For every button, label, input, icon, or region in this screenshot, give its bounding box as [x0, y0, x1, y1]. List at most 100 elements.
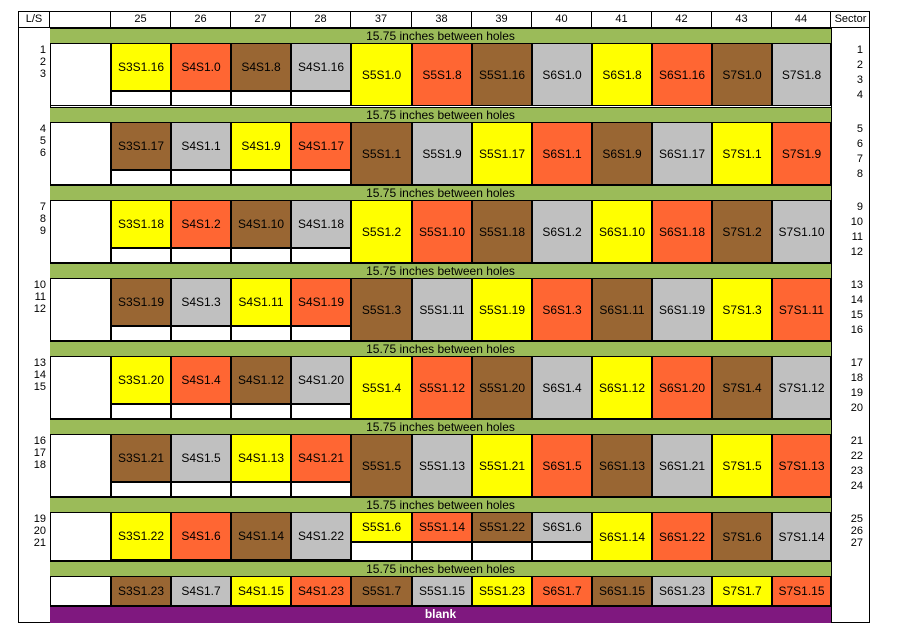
- hole-cell[interactable]: S7S1.14: [772, 512, 831, 561]
- hole-cell[interactable]: S6S1.9: [592, 122, 652, 185]
- hole-cell[interactable]: S4S1.3: [171, 278, 231, 326]
- hole-cell[interactable]: S5S1.6: [351, 512, 412, 542]
- hole-cell[interactable]: S6S1.20: [652, 356, 712, 419]
- empty-slot: [171, 326, 231, 341]
- hole-cell[interactable]: S5S1.8: [412, 43, 472, 106]
- hole-cell[interactable]: S6S1.12: [592, 356, 652, 419]
- hole-cell[interactable]: S4S1.12: [231, 356, 291, 404]
- hole-cell[interactable]: S3S1.16: [111, 43, 171, 91]
- hole-cell[interactable]: S5S1.4: [351, 356, 412, 419]
- hole-cell[interactable]: S7S1.7: [712, 576, 772, 606]
- hole-cell[interactable]: S5S1.5: [351, 434, 412, 497]
- hole-cell[interactable]: S7S1.0: [712, 43, 772, 106]
- hole-cell[interactable]: S4S1.11: [231, 278, 291, 326]
- hole-cell[interactable]: S7S1.12: [772, 356, 831, 419]
- hole-cell[interactable]: S4S1.2: [171, 200, 231, 248]
- hole-cell[interactable]: S4S1.19: [291, 278, 351, 326]
- hole-cell[interactable]: S6S1.17: [652, 122, 712, 185]
- hole-cell[interactable]: S7S1.9: [772, 122, 831, 185]
- hole-cell[interactable]: S7S1.2: [712, 200, 772, 263]
- hole-cell[interactable]: S5S1.1: [351, 122, 412, 185]
- hole-cell[interactable]: S7S1.8: [772, 43, 831, 106]
- hole-cell[interactable]: S5S1.21: [472, 434, 532, 497]
- hole-cell[interactable]: S6S1.19: [652, 278, 712, 341]
- hole-cell[interactable]: S3S1.17: [111, 122, 171, 170]
- hole-cell[interactable]: S6S1.8: [592, 43, 652, 106]
- hole-cell[interactable]: S5S1.2: [351, 200, 412, 263]
- hole-cell[interactable]: S5S1.19: [472, 278, 532, 341]
- separator-bar: 15.75 inches between holes: [50, 419, 831, 435]
- hole-cell[interactable]: S4S1.16: [291, 43, 351, 91]
- hole-cell[interactable]: S7S1.13: [772, 434, 831, 497]
- hole-cell[interactable]: S6S1.5: [532, 434, 592, 497]
- hole-cell[interactable]: S4S1.17: [291, 122, 351, 170]
- hole-cell[interactable]: S4S1.5: [171, 434, 231, 482]
- hole-cell[interactable]: S6S1.14: [592, 512, 652, 561]
- hole-cell[interactable]: S6S1.6: [532, 512, 592, 542]
- hole-cell[interactable]: S4S1.7: [171, 576, 231, 606]
- hole-cell[interactable]: S3S1.21: [111, 434, 171, 482]
- hole-cell[interactable]: S4S1.8: [231, 43, 291, 91]
- hole-cell[interactable]: S6S1.3: [532, 278, 592, 341]
- hole-cell[interactable]: S4S1.10: [231, 200, 291, 248]
- hole-cell[interactable]: S5S1.18: [472, 200, 532, 263]
- hole-cell[interactable]: S7S1.5: [712, 434, 772, 497]
- hole-cell[interactable]: S6S1.13: [592, 434, 652, 497]
- hole-cell[interactable]: S7S1.15: [772, 576, 831, 606]
- ls-number: 18: [33, 459, 46, 471]
- hole-cell[interactable]: S4S1.0: [171, 43, 231, 91]
- hole-cell[interactable]: S6S1.0: [532, 43, 592, 106]
- hole-cell[interactable]: S4S1.6: [171, 512, 231, 560]
- hole-cell[interactable]: S6S1.21: [652, 434, 712, 497]
- hole-cell[interactable]: S4S1.21: [291, 434, 351, 482]
- hole-cell[interactable]: S5S1.15: [412, 576, 472, 606]
- hole-cell[interactable]: S5S1.14: [412, 512, 472, 542]
- hole-cell[interactable]: S6S1.2: [532, 200, 592, 263]
- hole-cell[interactable]: S5S1.7: [351, 576, 412, 606]
- hole-cell[interactable]: S4S1.13: [231, 434, 291, 482]
- hole-cell[interactable]: S7S1.1: [712, 122, 772, 185]
- hole-cell[interactable]: S6S1.4: [532, 356, 592, 419]
- hole-cell[interactable]: S4S1.14: [231, 512, 291, 560]
- hole-cell[interactable]: S4S1.18: [291, 200, 351, 248]
- hole-cell[interactable]: S4S1.4: [171, 356, 231, 404]
- hole-cell[interactable]: S3S1.22: [111, 512, 171, 560]
- hole-cell[interactable]: S6S1.11: [592, 278, 652, 341]
- hole-cell[interactable]: S4S1.23: [291, 576, 351, 606]
- hole-cell[interactable]: S5S1.3: [351, 278, 412, 341]
- hole-cell[interactable]: S6S1.16: [652, 43, 712, 106]
- hole-cell[interactable]: S6S1.18: [652, 200, 712, 263]
- hole-cell[interactable]: S6S1.7: [532, 576, 592, 606]
- hole-cell[interactable]: S5S1.10: [412, 200, 472, 263]
- hole-cell[interactable]: S7S1.3: [712, 278, 772, 341]
- hole-cell[interactable]: S5S1.13: [412, 434, 472, 497]
- empty-slot: [291, 482, 351, 497]
- hole-cell[interactable]: S5S1.11: [412, 278, 472, 341]
- hole-cell[interactable]: S6S1.1: [532, 122, 592, 185]
- hole-cell[interactable]: S6S1.23: [652, 576, 712, 606]
- hole-cell[interactable]: S4S1.22: [291, 512, 351, 560]
- hole-cell[interactable]: S7S1.10: [772, 200, 831, 263]
- hole-cell[interactable]: S6S1.22: [652, 512, 712, 561]
- hole-cell[interactable]: S3S1.19: [111, 278, 171, 326]
- hole-cell[interactable]: S5S1.12: [412, 356, 472, 419]
- hole-cell[interactable]: S6S1.10: [592, 200, 652, 263]
- hole-cell[interactable]: S3S1.20: [111, 356, 171, 404]
- hole-cell[interactable]: S5S1.20: [472, 356, 532, 419]
- hole-cell[interactable]: S5S1.0: [351, 43, 412, 106]
- hole-cell[interactable]: S4S1.15: [231, 576, 291, 606]
- hole-cell[interactable]: S4S1.1: [171, 122, 231, 170]
- hole-cell[interactable]: S5S1.23: [472, 576, 532, 606]
- hole-cell[interactable]: S6S1.15: [592, 576, 652, 606]
- hole-cell[interactable]: S5S1.16: [472, 43, 532, 106]
- hole-cell[interactable]: S4S1.20: [291, 356, 351, 404]
- hole-cell[interactable]: S7S1.6: [712, 512, 772, 561]
- hole-cell[interactable]: S3S1.18: [111, 200, 171, 248]
- hole-cell[interactable]: S5S1.17: [472, 122, 532, 185]
- hole-cell[interactable]: S3S1.23: [111, 576, 171, 606]
- hole-cell[interactable]: S5S1.22: [472, 512, 532, 542]
- hole-cell[interactable]: S5S1.9: [412, 122, 472, 185]
- hole-cell[interactable]: S4S1.9: [231, 122, 291, 170]
- hole-cell[interactable]: S7S1.11: [772, 278, 831, 341]
- hole-cell[interactable]: S7S1.4: [712, 356, 772, 419]
